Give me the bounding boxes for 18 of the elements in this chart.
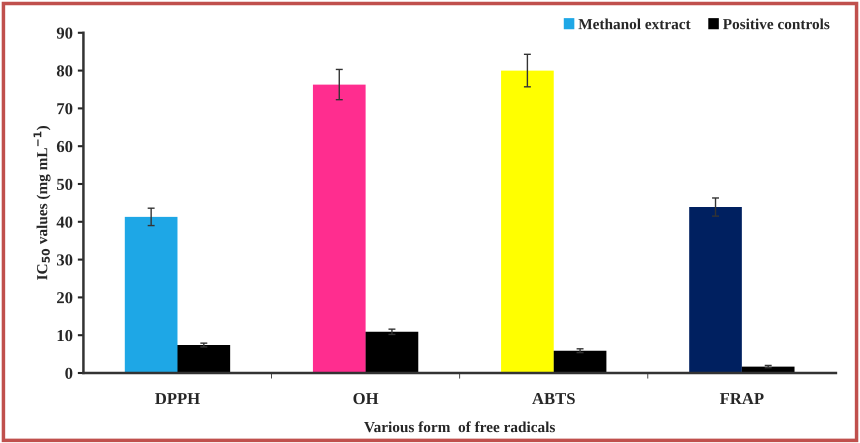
legend-label: Positive controls bbox=[722, 18, 830, 30]
y-tick-label: 30 bbox=[56, 254, 72, 266]
y-tick-label: 60 bbox=[56, 140, 72, 152]
y-tick-label: 10 bbox=[58, 330, 72, 342]
legend-label: Methanol extract bbox=[578, 18, 691, 30]
x-tick-label: DPPH bbox=[155, 393, 200, 404]
x-tick-label: ABTS bbox=[532, 392, 575, 404]
y-tick-label: 0 bbox=[65, 368, 72, 379]
x-axis-title: Various form of free radicals bbox=[364, 421, 555, 432]
x-tick-label: OH bbox=[353, 392, 378, 404]
y-tick-label: 80 bbox=[56, 65, 72, 77]
y-tick-label: 20 bbox=[57, 292, 72, 304]
y-axis-title: IC$_{50}$ values (mg mL$^{−1}$) bbox=[34, 126, 51, 280]
y-tick-label: 90 bbox=[56, 27, 72, 39]
y-tick-label: 70 bbox=[57, 103, 72, 114]
y-tick-label: 50 bbox=[57, 178, 72, 190]
x-tick-label: FRAP bbox=[720, 393, 764, 404]
y-tick-label: 40 bbox=[56, 216, 72, 228]
